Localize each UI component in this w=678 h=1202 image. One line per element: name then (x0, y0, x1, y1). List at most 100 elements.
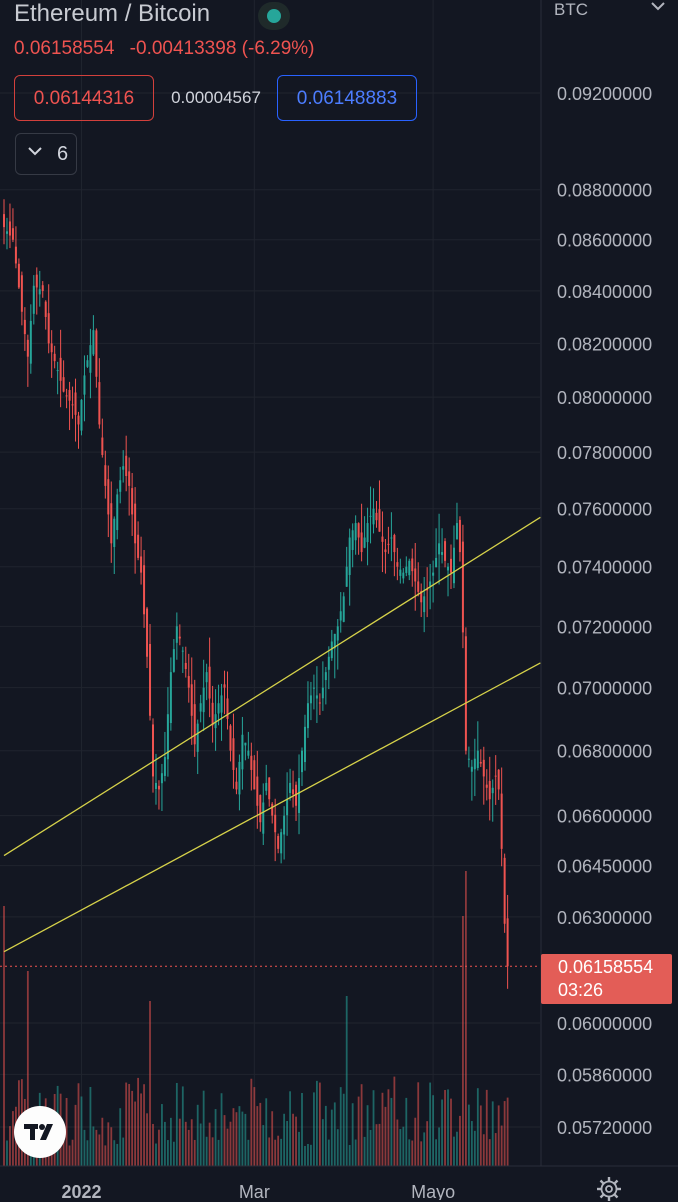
candle-body (98, 382, 101, 425)
volume-bar (208, 1122, 211, 1166)
candle-body (283, 815, 286, 835)
candle-body (411, 558, 414, 572)
volume-bar (214, 1109, 217, 1166)
candle-body (175, 626, 178, 643)
volume-bar (363, 1136, 366, 1166)
candle-body (306, 703, 309, 729)
candle-body (190, 684, 193, 716)
candle-body (256, 776, 259, 806)
candle-body (56, 370, 59, 372)
candle-body (137, 534, 140, 558)
volume-bar (190, 1119, 193, 1166)
chevron-down-icon[interactable] (650, 0, 666, 14)
volume-bar (199, 1123, 202, 1166)
candle-body (181, 650, 184, 652)
trendline[interactable] (3, 662, 541, 953)
volume-bar (321, 1119, 324, 1166)
indicators-toggle-button[interactable]: 6 (15, 133, 77, 175)
volume-bar (295, 1116, 297, 1166)
volume-bar (146, 1113, 148, 1166)
candle-body (461, 541, 464, 633)
candle-body (104, 465, 107, 486)
candle-body (467, 758, 470, 760)
trendline[interactable] (3, 516, 541, 857)
trendlines[interactable] (3, 516, 541, 953)
volume-bar (110, 1127, 113, 1166)
volume-bar (12, 1111, 14, 1166)
candle-body (113, 518, 116, 547)
candle-body (122, 466, 125, 470)
volume-bar (444, 1090, 446, 1166)
candle-body (321, 687, 324, 699)
sell-button[interactable]: 0.06144316 (14, 75, 154, 121)
volume-bar (324, 1105, 327, 1166)
candle-body (399, 569, 402, 576)
candle-body (268, 777, 271, 800)
candle-body (336, 626, 339, 641)
candle-body (38, 289, 41, 295)
volume-bar (181, 1086, 184, 1166)
buy-button[interactable]: 0.06148883 (277, 75, 417, 121)
settings-gear-icon[interactable] (596, 1176, 622, 1202)
y-tick-label: 0.06000000 (557, 1014, 652, 1034)
y-tick-label: 0.07800000 (557, 443, 652, 463)
volume-bar (202, 1090, 205, 1166)
candle-body (211, 702, 214, 726)
volume-bar (405, 1097, 408, 1166)
volume-bar (360, 1084, 363, 1166)
candle-body (71, 404, 74, 406)
volume-bar (342, 1093, 345, 1166)
volume-bar (467, 1104, 470, 1166)
volume-bar (104, 1145, 107, 1166)
candle-body (160, 773, 163, 784)
candle-body (351, 530, 354, 550)
last-price-text: 0.06158554 (14, 38, 115, 59)
volume-bar (265, 1098, 268, 1166)
candle-body (74, 392, 77, 415)
tradingview-logo-icon[interactable] (14, 1106, 66, 1158)
volume-bar (414, 1117, 417, 1166)
volume-bar (74, 1104, 77, 1166)
volume-bar (149, 1001, 151, 1166)
candle-body (149, 643, 152, 716)
y-tick-label: 0.05860000 (557, 1065, 652, 1085)
candle-body (262, 802, 265, 834)
y-tick-label: 0.07200000 (557, 617, 652, 637)
candle-body (500, 793, 503, 849)
candle-body (396, 562, 399, 567)
candle-body (417, 581, 420, 592)
candle-body (503, 857, 506, 924)
candle-body (116, 494, 119, 531)
symbol-title[interactable]: Ethereum / Bitcoin (14, 0, 211, 27)
candle-body (208, 666, 211, 699)
volume-bar (122, 1137, 125, 1166)
candle-body (426, 588, 429, 591)
volume-bar (301, 1093, 303, 1166)
volume-bar (289, 1091, 291, 1166)
price-scale-unit[interactable]: BTC (554, 0, 588, 19)
volume-bar (485, 1089, 488, 1166)
volume-bar (220, 1093, 223, 1166)
candle-body (226, 698, 229, 719)
volume-bar (277, 1135, 280, 1166)
volume-bar (298, 1131, 300, 1166)
candle-body (83, 375, 86, 395)
candle-body (345, 566, 348, 587)
volume-bar (211, 1137, 214, 1166)
candle-body (488, 780, 491, 800)
volume-bar (244, 1113, 247, 1166)
candle-body (366, 523, 369, 543)
volume-bar (390, 1097, 393, 1166)
candle-body (62, 377, 65, 392)
candle-body (491, 787, 494, 794)
candle-body (35, 274, 38, 288)
candle-body (235, 781, 238, 790)
candle-body (23, 319, 26, 335)
candle-body (277, 836, 280, 849)
volume-bar (378, 1123, 381, 1166)
candle-body (357, 523, 360, 538)
candle-body (5, 231, 8, 234)
volume-bar (375, 1124, 378, 1166)
